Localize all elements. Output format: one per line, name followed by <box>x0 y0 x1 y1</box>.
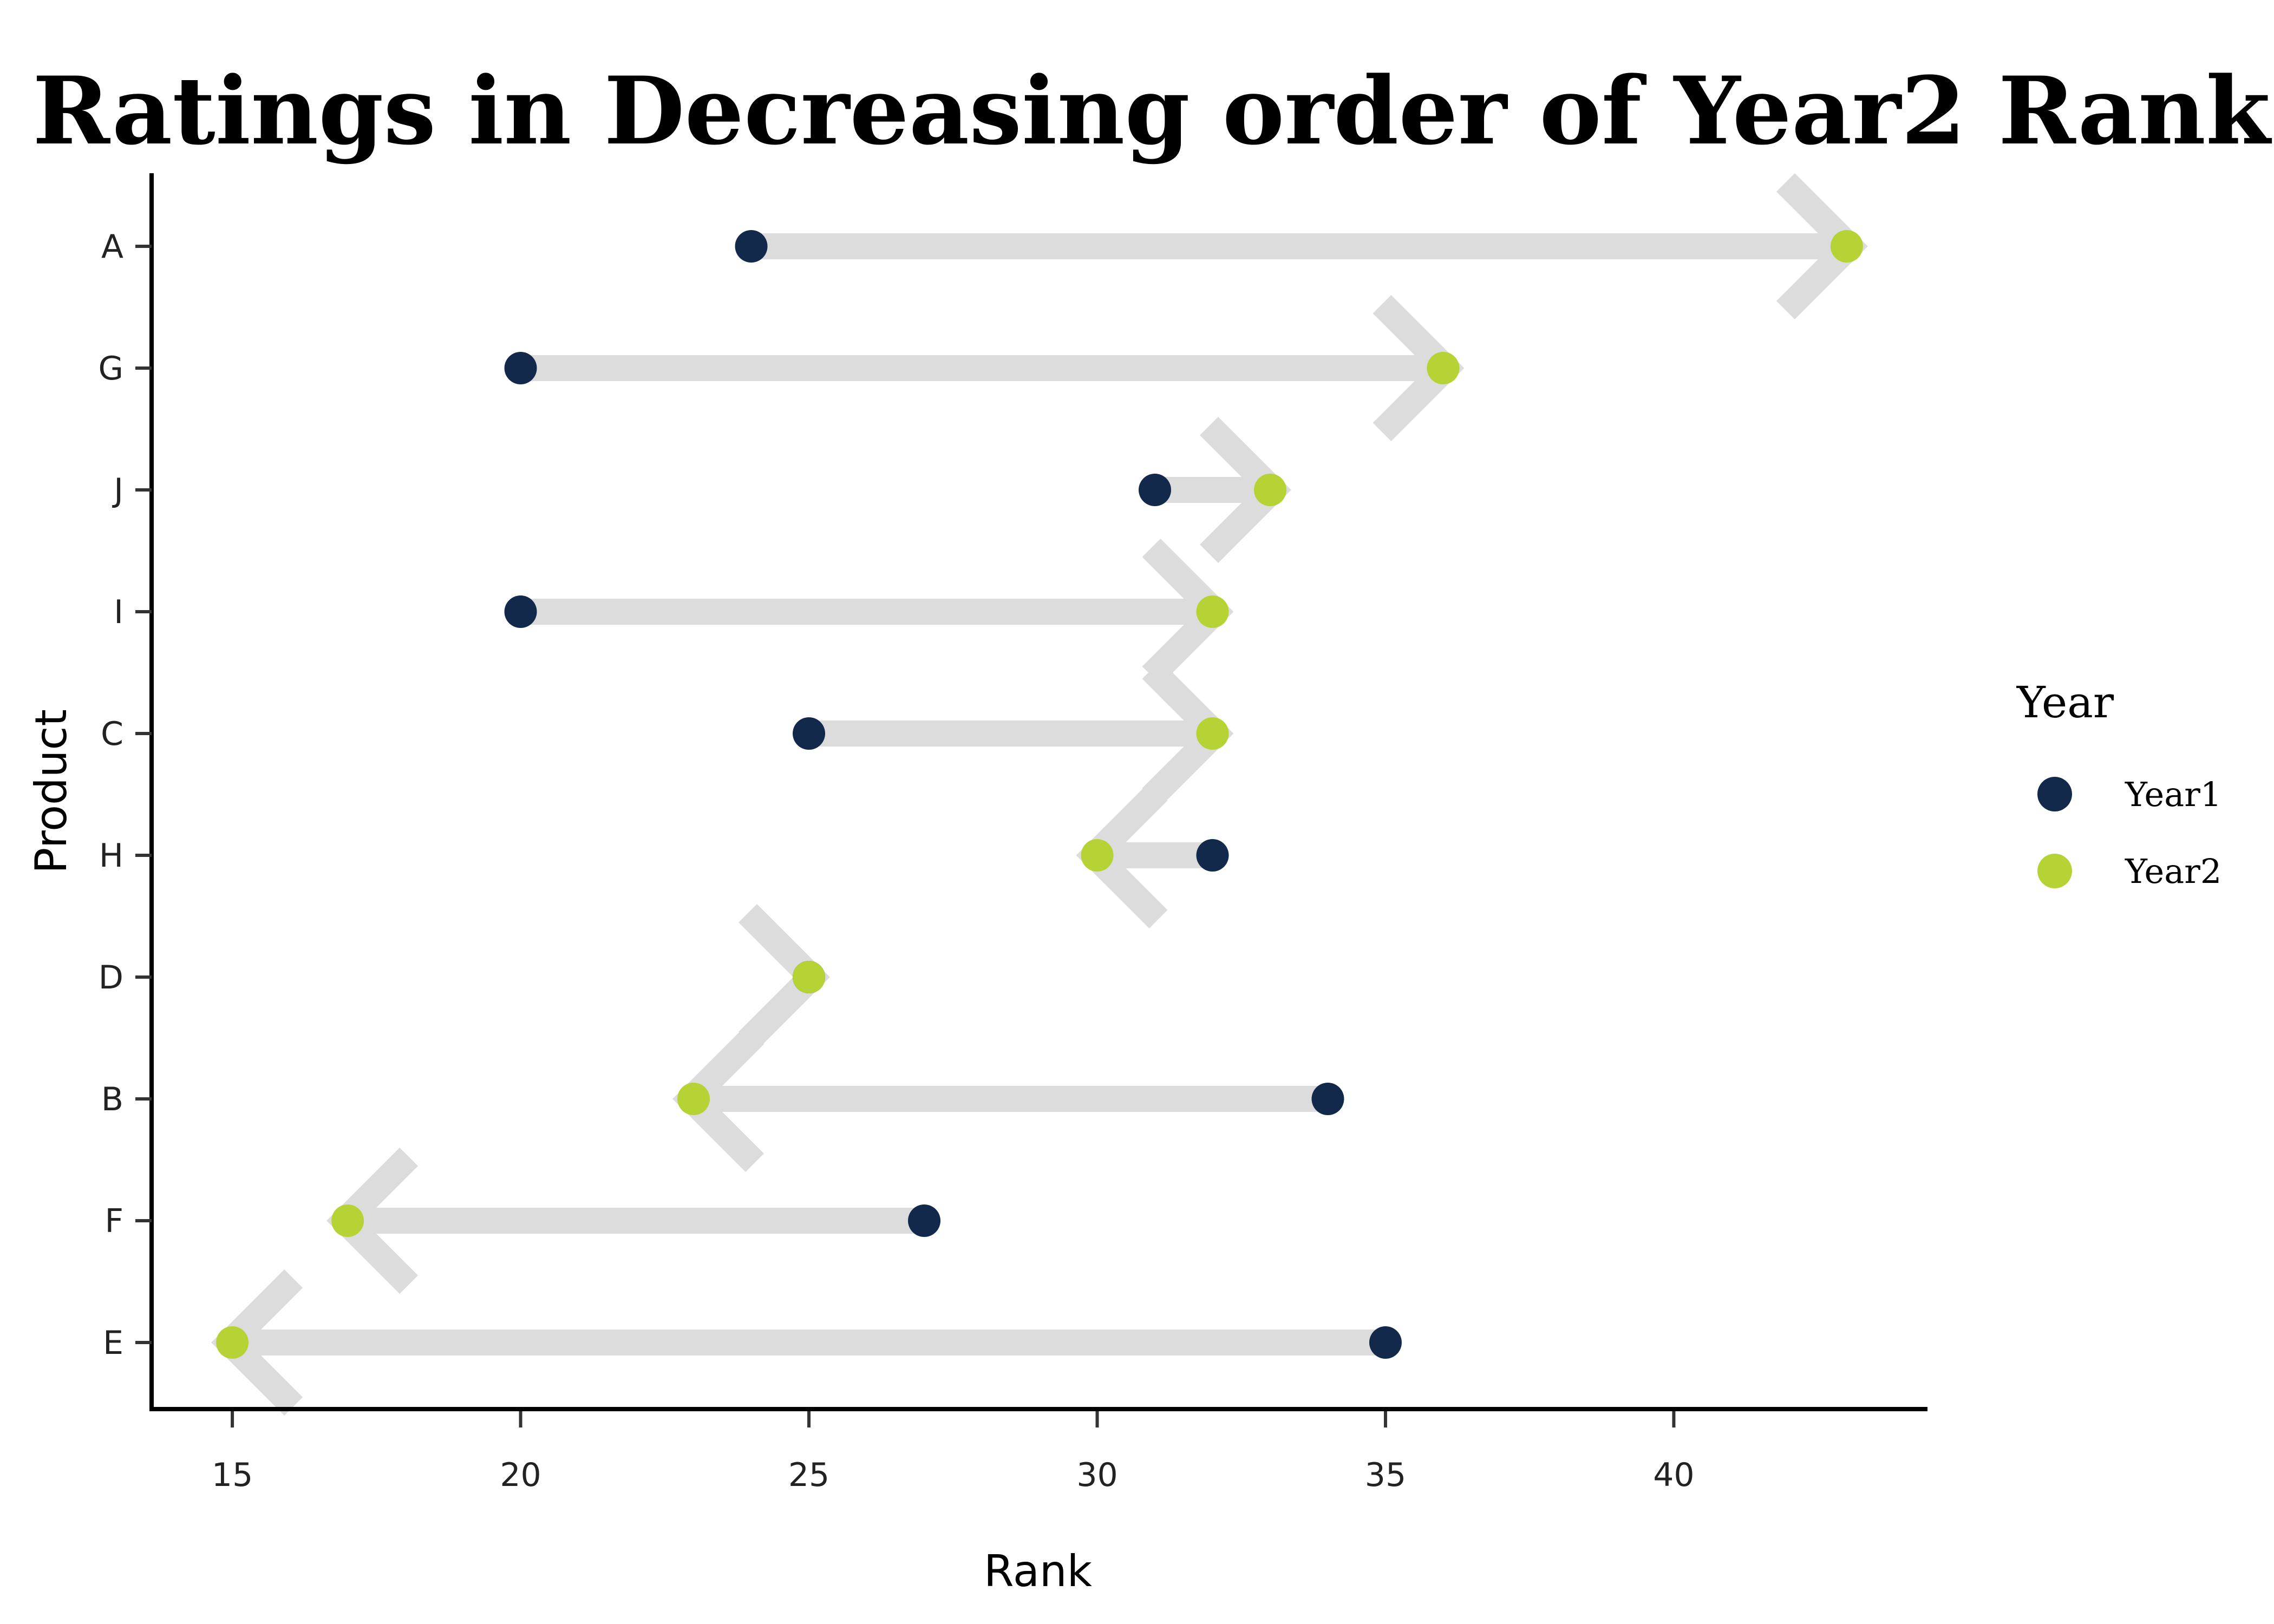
y-tick-label: B <box>101 1081 123 1118</box>
x-axis-title: Rank <box>984 1546 1093 1596</box>
point-year2 <box>1427 352 1460 384</box>
point-year2 <box>1196 595 1229 628</box>
y-tick-label: E <box>103 1324 123 1362</box>
point-year2 <box>331 1204 364 1237</box>
point-year1 <box>1196 839 1229 872</box>
point-year1 <box>1311 1083 1344 1115</box>
arrows-layer <box>211 173 1868 1416</box>
point-year1 <box>1369 1326 1402 1359</box>
y-tick-label: C <box>101 715 123 753</box>
x-tick-label: 15 <box>212 1456 253 1494</box>
point-year2 <box>793 961 826 993</box>
point-year2 <box>1081 839 1114 872</box>
point-year2 <box>1253 474 1286 506</box>
y-axis-ticks: A G J I C H D B F E <box>99 228 152 1362</box>
y-tick-label: F <box>104 1202 123 1240</box>
point-year1 <box>908 1204 941 1237</box>
points-layer <box>216 230 1863 1359</box>
x-tick-label: 35 <box>1365 1456 1406 1494</box>
y-tick-label: G <box>99 350 124 388</box>
point-year2 <box>677 1083 710 1115</box>
point-year2 <box>1830 230 1863 263</box>
plot-area <box>211 173 1868 1416</box>
x-tick-label: 25 <box>788 1456 829 1494</box>
y-axis-title: Product <box>26 709 76 874</box>
x-axis-ticks: 15 20 25 30 35 40 <box>212 1411 1695 1494</box>
point-year1 <box>504 352 537 384</box>
legend-label: Year1 <box>2125 775 2221 814</box>
point-year1 <box>1138 474 1171 506</box>
y-tick-label: J <box>112 472 123 509</box>
point-year2 <box>216 1326 249 1359</box>
y-tick-label: D <box>99 959 123 997</box>
y-tick-label: I <box>114 593 123 631</box>
legend: Year Year1 Year2 <box>2016 677 2221 891</box>
point-year2 <box>1196 717 1229 750</box>
legend-swatch <box>2037 777 2072 811</box>
y-tick-label: A <box>101 228 123 266</box>
x-tick-label: 40 <box>1653 1456 1694 1494</box>
x-tick-label: 20 <box>500 1456 541 1494</box>
legend-swatch <box>2037 854 2072 888</box>
legend-label: Year2 <box>2125 852 2221 891</box>
point-year1 <box>735 230 768 263</box>
x-tick-label: 30 <box>1076 1456 1118 1494</box>
legend-items: Year1 Year2 <box>2037 775 2221 891</box>
point-year1 <box>504 595 537 628</box>
point-year1 <box>793 717 826 750</box>
legend-title: Year <box>2016 677 2114 728</box>
chart-title: Ratings in Decreasing order of Year2 Ran… <box>32 56 2272 166</box>
y-tick-label: H <box>99 837 123 875</box>
